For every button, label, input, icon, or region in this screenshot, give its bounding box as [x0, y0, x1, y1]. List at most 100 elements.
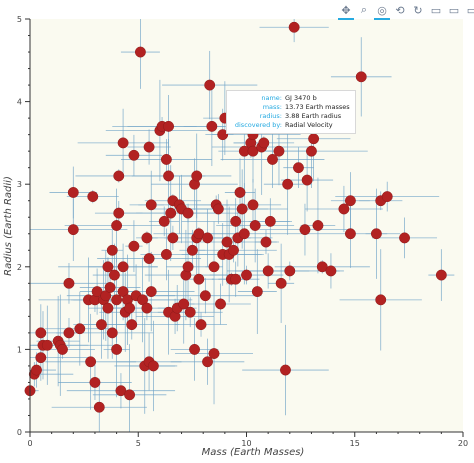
data-point[interactable] — [308, 133, 320, 145]
data-point[interactable] — [241, 269, 252, 281]
data-point[interactable] — [267, 153, 278, 165]
data-point[interactable] — [230, 273, 242, 285]
data-point[interactable] — [238, 228, 250, 240]
data-point[interactable] — [202, 232, 213, 244]
data-point[interactable] — [113, 170, 125, 182]
data-point[interactable] — [221, 236, 233, 248]
data-point[interactable] — [145, 199, 157, 211]
data-point[interactable] — [163, 120, 175, 132]
data-point[interactable] — [344, 195, 356, 207]
data-point[interactable] — [299, 224, 311, 236]
data-point[interactable] — [67, 187, 79, 198]
data-point[interactable] — [193, 273, 205, 285]
data-point[interactable] — [186, 244, 198, 256]
data-point[interactable] — [184, 306, 196, 318]
data-point[interactable] — [247, 199, 259, 211]
data-point[interactable] — [74, 323, 86, 335]
data-point[interactable] — [167, 232, 179, 244]
data-point[interactable] — [111, 343, 123, 355]
data-point[interactable] — [113, 207, 125, 219]
data-point[interactable] — [212, 203, 224, 215]
data-point[interactable] — [228, 244, 239, 256]
pan-tool-icon[interactable]: ✥ — [338, 2, 354, 20]
data-point[interactable] — [57, 343, 68, 355]
help-tool-icon[interactable]: ▭ — [466, 3, 474, 17]
data-point[interactable] — [124, 389, 136, 401]
data-point[interactable] — [35, 352, 47, 364]
data-point[interactable] — [111, 220, 123, 231]
data-point[interactable] — [128, 240, 140, 252]
data-point[interactable] — [108, 269, 120, 281]
data-point[interactable] — [195, 319, 207, 331]
data-point[interactable] — [375, 294, 387, 306]
data-point[interactable] — [206, 120, 218, 132]
data-point[interactable] — [282, 178, 294, 190]
data-point[interactable] — [143, 141, 155, 153]
data-point[interactable] — [182, 261, 194, 273]
data-point[interactable] — [141, 302, 153, 314]
data-point[interactable] — [370, 228, 382, 240]
data-point[interactable] — [117, 137, 129, 149]
data-point[interactable] — [134, 46, 146, 58]
data-point[interactable] — [191, 170, 203, 182]
data-point[interactable] — [124, 302, 136, 314]
data-point[interactable] — [126, 319, 138, 331]
data-point[interactable] — [249, 220, 261, 231]
data-point[interactable] — [355, 71, 367, 83]
data-point[interactable] — [217, 129, 229, 141]
data-point[interactable] — [284, 265, 296, 277]
data-point[interactable] — [160, 153, 172, 165]
data-point[interactable] — [288, 21, 300, 33]
wheel-zoom-tool-icon[interactable]: ◎ — [374, 2, 390, 20]
data-point[interactable] — [117, 261, 129, 273]
data-point[interactable] — [158, 215, 170, 227]
data-point[interactable] — [293, 162, 304, 174]
data-point[interactable] — [208, 348, 220, 359]
data-point[interactable] — [141, 232, 153, 244]
data-point[interactable] — [381, 191, 393, 203]
data-point[interactable] — [215, 298, 226, 310]
data-point[interactable] — [160, 248, 172, 260]
data-point[interactable] — [344, 228, 356, 240]
data-point[interactable] — [202, 356, 213, 368]
data-point[interactable] — [111, 294, 123, 306]
data-point[interactable] — [312, 220, 324, 231]
data-point[interactable] — [165, 207, 177, 219]
data-point[interactable] — [189, 343, 200, 355]
data-point[interactable] — [258, 137, 270, 149]
data-point[interactable] — [95, 319, 107, 331]
data-point[interactable] — [147, 360, 159, 372]
data-point[interactable] — [63, 277, 75, 289]
data-point[interactable] — [104, 282, 116, 293]
save-tool-icon[interactable]: ▭ — [430, 3, 442, 17]
data-point[interactable] — [399, 232, 410, 244]
box-zoom-tool-icon[interactable]: ⌕ — [360, 3, 368, 16]
data-point[interactable] — [128, 149, 140, 161]
data-point[interactable] — [35, 327, 47, 339]
data-point[interactable] — [67, 224, 79, 236]
data-point[interactable] — [89, 376, 101, 388]
data-point[interactable] — [106, 327, 118, 339]
data-point[interactable] — [260, 236, 272, 248]
data-point[interactable] — [163, 170, 175, 182]
data-point[interactable] — [31, 364, 42, 376]
data-point[interactable] — [102, 261, 114, 273]
data-point[interactable] — [41, 339, 53, 351]
data-point[interactable] — [234, 187, 246, 198]
reset-tool-icon[interactable]: ↻ — [413, 3, 423, 17]
data-point[interactable] — [338, 203, 350, 215]
data-point[interactable] — [301, 174, 313, 186]
data-point[interactable] — [236, 203, 248, 215]
data-point[interactable] — [85, 356, 97, 368]
data-point[interactable] — [204, 79, 216, 91]
data-point[interactable] — [275, 277, 287, 289]
data-point[interactable] — [143, 253, 155, 264]
data-point[interactable] — [87, 191, 99, 203]
data-points[interactable] — [24, 21, 447, 413]
data-point[interactable] — [325, 265, 337, 277]
data-point[interactable] — [264, 215, 276, 227]
data-point[interactable] — [208, 261, 220, 273]
data-point[interactable] — [178, 298, 190, 310]
data-point[interactable] — [182, 207, 194, 219]
